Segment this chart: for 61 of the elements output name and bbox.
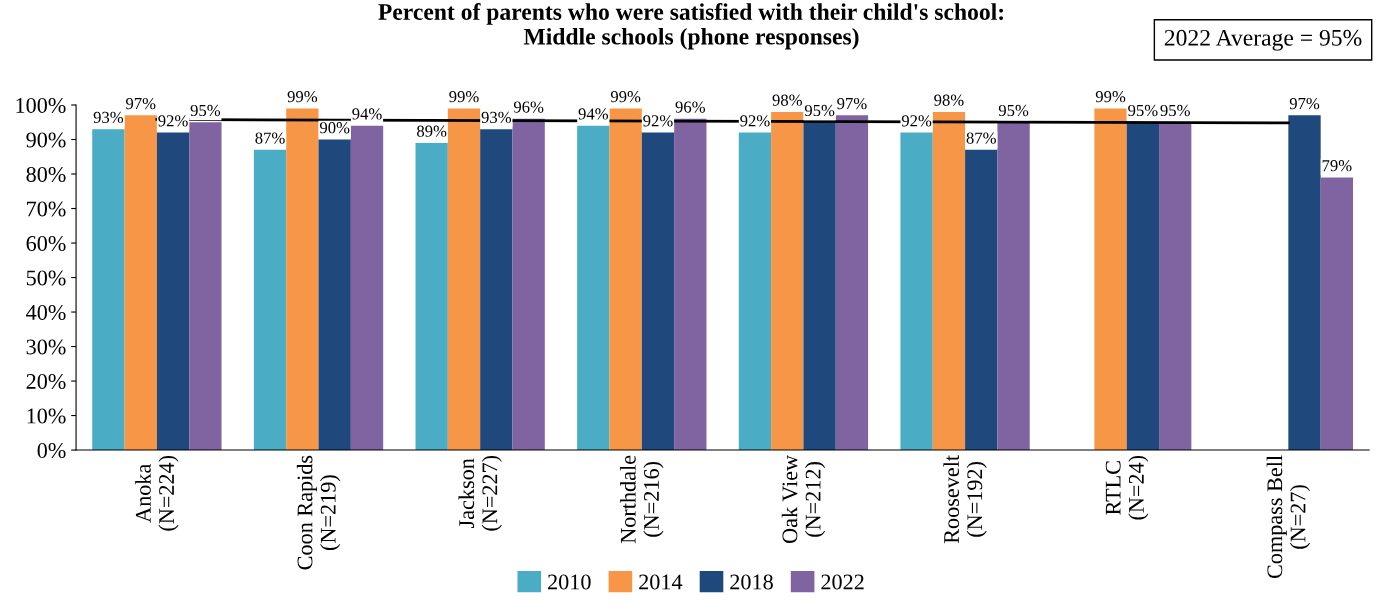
y-tick-label: 20% <box>26 373 66 390</box>
data-label: 94% <box>352 108 382 120</box>
data-label: 99% <box>1095 91 1126 103</box>
y-tick-label: 90% <box>26 132 66 148</box>
legend-label: 2022 <box>821 574 864 590</box>
y-tick-label: 100% <box>16 97 66 113</box>
data-label: 95% <box>804 104 835 117</box>
data-label: 95% <box>190 104 221 117</box>
x-tick-label: Northdale (N=216) <box>620 455 664 544</box>
data-label: 89% <box>417 125 447 137</box>
data-label: 99% <box>287 91 318 103</box>
data-label: 92% <box>901 115 932 127</box>
data-label: 93% <box>93 111 124 124</box>
data-label: 79% <box>1322 160 1352 172</box>
data-label: 97% <box>1289 97 1320 110</box>
data-label: 92% <box>158 115 188 127</box>
bar <box>997 122 1030 451</box>
y-tick-label: 80% <box>26 166 66 183</box>
data-label: 98% <box>934 94 964 106</box>
bar <box>253 149 287 451</box>
x-tick-label: Jackson (N=227) <box>458 455 502 531</box>
data-label: 97% <box>125 97 156 110</box>
y-tick-label: 0% <box>37 442 66 459</box>
x-tick-label: Oak View (N=212) <box>781 455 826 543</box>
data-label: 99% <box>449 91 479 103</box>
data-label: 95% <box>1128 104 1158 117</box>
data-label: 95% <box>1160 104 1190 117</box>
y-tick-label: 10% <box>27 408 66 424</box>
data-label: 94% <box>578 108 609 120</box>
bar <box>415 142 448 451</box>
legend-label: 2010 <box>548 574 591 590</box>
legend-label: 2018 <box>730 574 773 590</box>
x-tick-label: Compass Bell (N=27) <box>1266 455 1311 579</box>
chart-title: Percent of parents who were satisfied with their child's school: Middle schools (phone responses) <box>378 3 1004 50</box>
legend-label: 2014 <box>639 574 683 590</box>
data-label: 99% <box>610 91 641 103</box>
text: 2022 Average = 95% <box>1164 29 1362 51</box>
data-label: 87% <box>966 132 996 144</box>
y-tick-label: 70% <box>27 201 66 217</box>
y-tick-label: 60% <box>26 235 66 252</box>
data-label: 87% <box>255 132 285 144</box>
data-label: 90% <box>319 122 350 134</box>
data-label: 92% <box>643 115 673 127</box>
data-label: 97% <box>837 97 867 110</box>
bar <box>1126 122 1160 451</box>
data-label: 93% <box>481 111 512 124</box>
y-tick-label: 40% <box>26 304 66 321</box>
bar <box>1320 177 1354 451</box>
bar <box>92 129 125 451</box>
data-label: 92% <box>740 115 770 127</box>
x-tick-label: Coon Rapids (N=219) <box>296 455 341 570</box>
x-tick-label: RTLC (N=24) <box>1105 455 1149 520</box>
x-tick-label: Anoka (N=224) <box>135 455 179 531</box>
y-tick-label: 30% <box>26 339 66 355</box>
data-label: 96% <box>675 101 705 113</box>
bar <box>350 125 384 451</box>
data-label: 95% <box>998 104 1029 117</box>
data-label: 96% <box>513 101 544 113</box>
x-tick-label: Roosevelt (N=192) <box>943 455 987 544</box>
data-label: 98% <box>772 94 802 106</box>
y-tick-label: 50% <box>26 270 66 286</box>
